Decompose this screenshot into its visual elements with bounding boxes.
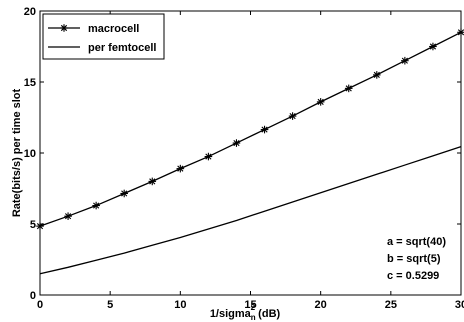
data-point-macrocell [148,177,157,186]
legend-asterisk-icon [60,24,68,32]
x-axis-label-suffix: (dB) [255,308,280,320]
data-point-macrocell [344,84,353,93]
x-tick-label: 10 [174,299,186,311]
legend-label-macrocell: macrocell [88,23,139,35]
data-point-macrocell [429,42,437,51]
y-axis-ticks: 0 5 10 15 20 [24,6,461,302]
x-axis-ticks: 0 5 10 15 20 25 30 [37,11,464,311]
data-point-macrocell [92,201,100,210]
legend-box [42,13,165,60]
y-tick-label: 5 [30,219,36,231]
data-point-macrocell [36,222,44,230]
x-axis-label-sup: 2 [251,303,256,312]
data-point-macrocell [288,112,297,120]
legend-label-femtocell: per femtocell [88,42,156,54]
annotation-c: c = 0.5299 [387,270,439,282]
annotation-b: b = sqrt(5) [387,253,441,265]
data-point-macrocell [204,152,213,161]
x-tick-label: 15 [244,299,256,311]
series-line-per-femtocell [39,145,462,275]
data-point-macrocell [401,56,409,65]
annotations: a = sqrt(40) b = sqrt(5) c = 0.5299 [387,236,446,282]
x-tick-label: 30 [455,299,464,311]
x-axis-label: 1/sigman2 (dB) [210,303,281,322]
legend-marker-asterisk [60,24,68,32]
y-tick-label: 15 [24,77,36,89]
y-tick-label: 0 [30,290,36,302]
x-axis-label-base: 1/sigma [210,308,252,320]
x-tick-label: 20 [315,299,327,311]
legend: macrocell per femtocell [42,13,165,60]
x-axis-label-sub: n [251,313,256,322]
x-tick-label: 0 [37,299,43,311]
series-line-macrocell [39,31,462,227]
data-point-macrocell [64,212,72,220]
data-point-macrocell [373,71,381,79]
data-point-macrocell [260,125,269,134]
data-point-macrocell [232,139,241,147]
series-layer [36,28,464,275]
data-point-macrocell [316,98,325,106]
x-tick-label: 25 [385,299,397,311]
y-tick-label: 10 [24,148,36,160]
annotation-a: a = sqrt(40) [387,236,446,248]
data-point-macrocell [120,189,128,198]
y-tick-label: 20 [24,6,36,18]
x-tick-label: 5 [107,299,113,311]
y-axis-label: Rate(bits/s) per time slot [11,88,23,217]
data-point-macrocell [176,164,185,173]
